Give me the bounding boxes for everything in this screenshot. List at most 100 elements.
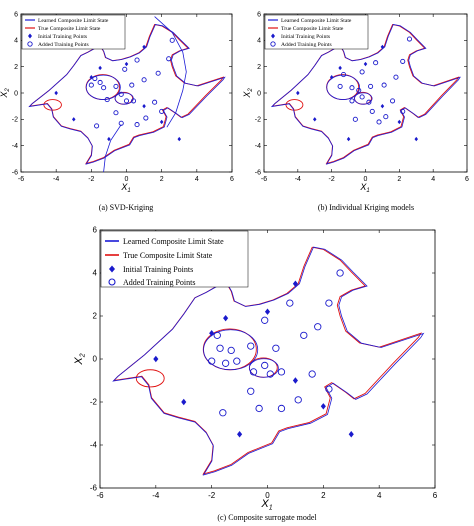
- added-training-point: [143, 115, 149, 121]
- x-tick-label: -4: [295, 176, 301, 183]
- added-training-point: [141, 77, 147, 83]
- legend-label: True Composite Limit State: [281, 26, 344, 32]
- axis-ticks: -6 -4 -2 0 2 4 6 -6 -4 -2 0 2 4 6: [255, 11, 469, 183]
- y-tick-label: -2: [12, 117, 18, 124]
- added-training-point: [340, 72, 347, 78]
- y-tick-label: 6: [14, 11, 18, 18]
- added-training-point: [349, 98, 355, 104]
- legend-label: Learned Composite Limit State: [123, 237, 224, 246]
- x-tick-label: -6: [18, 176, 24, 183]
- legend-label: True Composite Limit State: [123, 251, 213, 260]
- y-tick-label: -4: [12, 143, 18, 150]
- added-training-point: [277, 404, 286, 413]
- added-training-point: [122, 66, 128, 72]
- panel-individual-kriging: -6 -4 -2 0 2 4 6 -6 -4 -2 0 2 4 6 X1 X2 Learned Compo…: [242, 11, 469, 212]
- x-tick-label: 0: [364, 176, 368, 183]
- initial-training-point: [320, 403, 326, 410]
- x-tick-label: 4: [377, 491, 382, 500]
- added-training-point: [155, 70, 161, 76]
- y-tick-label: -4: [255, 143, 261, 150]
- x-tick-label: 6: [465, 176, 469, 183]
- initial-training-point: [142, 44, 146, 50]
- initial-training-point: [237, 431, 243, 438]
- added-training-point: [261, 361, 269, 370]
- initial-training-point: [292, 377, 298, 384]
- x-tick-label: -6: [96, 491, 104, 500]
- added-training-point: [159, 108, 165, 114]
- initial-training-point: [312, 117, 317, 122]
- added-training-point: [381, 82, 387, 88]
- y-tick-label: 4: [257, 38, 261, 45]
- x-tick-label: -2: [88, 176, 94, 183]
- training-points: [54, 37, 182, 142]
- initial-training-point: [98, 65, 102, 71]
- y-tick-label: 2: [14, 64, 18, 71]
- added-training-point: [325, 385, 333, 393]
- initial-training-point: [296, 90, 300, 96]
- added-training-point: [337, 83, 343, 89]
- initial-training-point: [264, 308, 271, 315]
- x-tick-label: -4: [152, 491, 160, 500]
- initial-training-point: [89, 75, 94, 80]
- added-training-point: [349, 85, 355, 91]
- added-training-point: [219, 409, 227, 417]
- added-training-point: [400, 108, 406, 114]
- x-axis-label: X1: [359, 182, 369, 194]
- added-training-point: [227, 346, 235, 355]
- added-training-point: [113, 110, 119, 116]
- added-training-point: [247, 342, 255, 350]
- legend-label: Initial Training Points: [38, 34, 87, 40]
- initial-training-point: [159, 119, 164, 125]
- y-tick-label: -4: [90, 441, 98, 450]
- x-axis-label: X1: [260, 498, 272, 512]
- x-tick-label: 4: [431, 176, 435, 183]
- learned-limit-state-curve: [85, 74, 121, 100]
- added-training-point: [249, 368, 258, 376]
- x-tick-label: 4: [195, 176, 199, 183]
- y-tick-label: 0: [257, 90, 261, 97]
- added-training-point: [277, 368, 286, 376]
- added-training-point: [88, 82, 94, 88]
- x-tick-label: -4: [53, 176, 59, 183]
- y-tick-label: 2: [93, 312, 98, 321]
- caption: (b) Individual Kriging models: [318, 203, 414, 212]
- x-tick-label: 6: [230, 176, 234, 183]
- x-tick-label: -6: [261, 176, 267, 183]
- training-points: [153, 269, 354, 438]
- added-training-point: [356, 87, 362, 93]
- y-tick-label: -6: [90, 484, 98, 493]
- initial-training-point: [338, 65, 342, 71]
- added-training-point: [286, 299, 294, 307]
- added-training-point: [169, 37, 175, 43]
- legend-box: [21, 14, 126, 50]
- added-training-point: [300, 331, 308, 339]
- initial-training-point: [397, 119, 402, 125]
- added-training-point: [123, 98, 130, 104]
- y-tick-label: 2: [257, 64, 261, 71]
- added-training-point: [390, 98, 396, 104]
- x-tick-label: 0: [125, 176, 129, 183]
- added-training-point: [359, 69, 365, 75]
- legend-label: Learned Composite Limit State: [281, 18, 352, 24]
- panel-svd-kriging: -6 -4 -2 0 2 4 6 -6 -4 -2 0 2 4 6 X1 X2 Learned Compo…: [0, 11, 234, 212]
- initial-training-point: [142, 103, 146, 109]
- added-training-point: [294, 396, 302, 404]
- legend-label: Added Training Points: [123, 278, 195, 287]
- y-tick-label: 6: [257, 11, 261, 18]
- added-training-point: [255, 404, 263, 413]
- legend-label: Added Training Points: [38, 42, 89, 48]
- added-training-point: [216, 344, 224, 352]
- y-tick-label: 0: [93, 355, 98, 364]
- y-tick-label: -6: [12, 169, 18, 176]
- axis-ticks: -6 -4 -2 0 2 4 6 -6 -4 -2 0 2 4 6: [12, 11, 234, 183]
- y-axis-label: X2: [0, 88, 11, 99]
- y-tick-label: -2: [90, 398, 98, 407]
- legend-label: Initial Training Points: [281, 34, 330, 40]
- added-training-point: [368, 83, 374, 89]
- added-training-point: [94, 123, 100, 129]
- added-training-point: [359, 94, 365, 100]
- learned-limit-state-curve: [103, 124, 122, 172]
- added-training-point: [152, 99, 158, 105]
- initial-training-point: [181, 398, 187, 406]
- legend: Learned Composite Limit State True Compo…: [21, 14, 126, 50]
